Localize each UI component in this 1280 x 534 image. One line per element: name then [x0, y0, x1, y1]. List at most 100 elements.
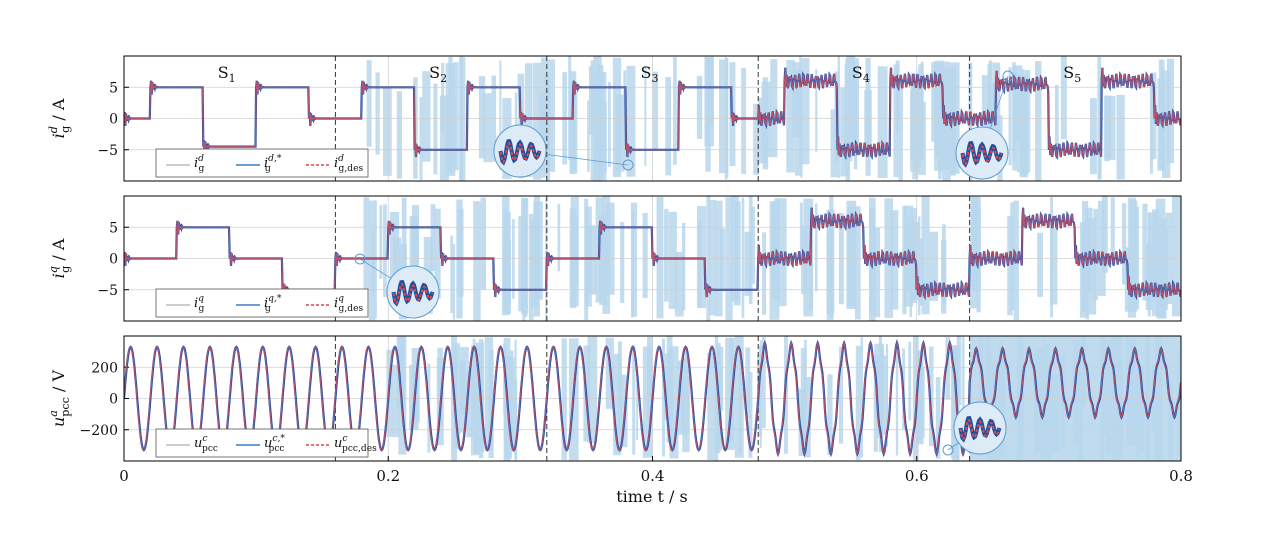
axes-frame [123, 195, 1182, 322]
noise-bar [877, 355, 884, 439]
noise-bar [1104, 96, 1110, 162]
noise-bar [715, 388, 721, 454]
noise-bar [644, 65, 647, 167]
noise-bar [612, 57, 622, 178]
noise-bar [935, 377, 941, 459]
noise-bar [433, 83, 438, 175]
noise-bar [1008, 67, 1012, 166]
y-tick-label: 0 [109, 392, 118, 408]
noise-bar [452, 244, 456, 320]
noise-bar [770, 59, 778, 158]
noise-bar [439, 95, 449, 181]
noise-bar [799, 202, 803, 266]
noise-bar [1148, 212, 1157, 301]
noise-bar [601, 101, 607, 173]
noise-bar [664, 208, 669, 302]
noise-bar [838, 346, 844, 444]
zoom-inset [942, 401, 1007, 456]
legend-entry: iq g [194, 294, 205, 314]
y-tick-label: 0 [109, 252, 118, 268]
noise-bar [363, 197, 370, 291]
noise-bar [741, 197, 745, 318]
noise-bar [674, 251, 684, 317]
noise-bar [590, 60, 596, 181]
noise-bar [488, 349, 494, 459]
noise-bar [895, 60, 900, 133]
noise-bar [619, 374, 628, 448]
series-line [124, 68, 1181, 158]
legend-entry: uc,* pcc [264, 434, 285, 454]
noise-bar [1110, 197, 1115, 265]
y-tick-label: 5 [109, 220, 118, 236]
noise-bar [970, 196, 979, 309]
section-label: S5 [1063, 63, 1081, 85]
zoom-trace [961, 144, 1003, 166]
zoom-target [354, 253, 366, 265]
noise-bar [366, 60, 372, 147]
noise-bar [561, 338, 567, 460]
panel-2: 5 0 −5 iq g iq,* g iq g,des iqg / A [47, 195, 1182, 322]
noise-bar [945, 337, 951, 400]
noise-bar [909, 220, 913, 317]
noise-bar [383, 87, 392, 176]
x-axis-label: time t / s [616, 487, 687, 506]
noise-bar [483, 93, 492, 163]
noise-bar [970, 62, 973, 181]
noise-bar [642, 213, 648, 298]
noise-bar [786, 59, 795, 173]
zoom-lens [493, 124, 547, 178]
noise-bar [532, 62, 542, 180]
noise-bar [1116, 94, 1125, 180]
noise-bar [809, 240, 813, 310]
noise-bar [877, 66, 888, 179]
zoom-trace [959, 419, 1001, 441]
noise-bar [774, 197, 779, 299]
legend-entry: uc pcc,des [334, 434, 377, 454]
y-tick-label: 200 [91, 360, 118, 376]
noise-bar [1054, 85, 1059, 159]
noise-bar [473, 201, 481, 321]
noise-bar [854, 206, 861, 320]
noise-bar [799, 56, 802, 172]
noise-bar [398, 336, 407, 455]
y-tick-label: 5 [109, 80, 118, 96]
noise-bar [918, 64, 924, 128]
zoom-lens [955, 126, 1009, 180]
zoom-trace [499, 142, 541, 164]
legend-entry: id g,des [334, 154, 363, 174]
noise-bar [626, 65, 636, 177]
noise-bar [748, 196, 753, 305]
zoom-lens [386, 265, 440, 319]
noise-bar [919, 238, 924, 306]
noise-bar [851, 69, 855, 155]
noise-bar [396, 91, 402, 179]
noise-bar [480, 197, 487, 290]
noise-bar [934, 60, 944, 171]
noise-bar [1142, 203, 1148, 301]
noise-bar [472, 338, 476, 417]
noise-bar [855, 345, 861, 460]
noise-bar [668, 211, 677, 310]
noise-bar [837, 56, 840, 178]
legend-box [155, 428, 369, 458]
noise-bar [673, 56, 677, 165]
noise-bar [680, 357, 690, 434]
noise-bar [594, 73, 604, 178]
noise-bar [419, 97, 423, 181]
noise-bar [539, 93, 546, 171]
noise-bar [653, 71, 659, 150]
noise-bar [573, 216, 578, 286]
noise-bar [664, 353, 674, 421]
noise-bar [1149, 74, 1153, 174]
noise-bar [744, 231, 752, 296]
section-label: S3 [641, 63, 659, 85]
noise-bar [557, 203, 561, 272]
noise-bar [499, 60, 502, 171]
y-axis-label: iqg / A [47, 238, 72, 278]
noise-bar [956, 336, 962, 406]
noise-bar [512, 219, 515, 299]
y-tick-label: −200 [80, 423, 118, 439]
noise-bar [1035, 61, 1042, 181]
noise-bar [758, 345, 762, 437]
